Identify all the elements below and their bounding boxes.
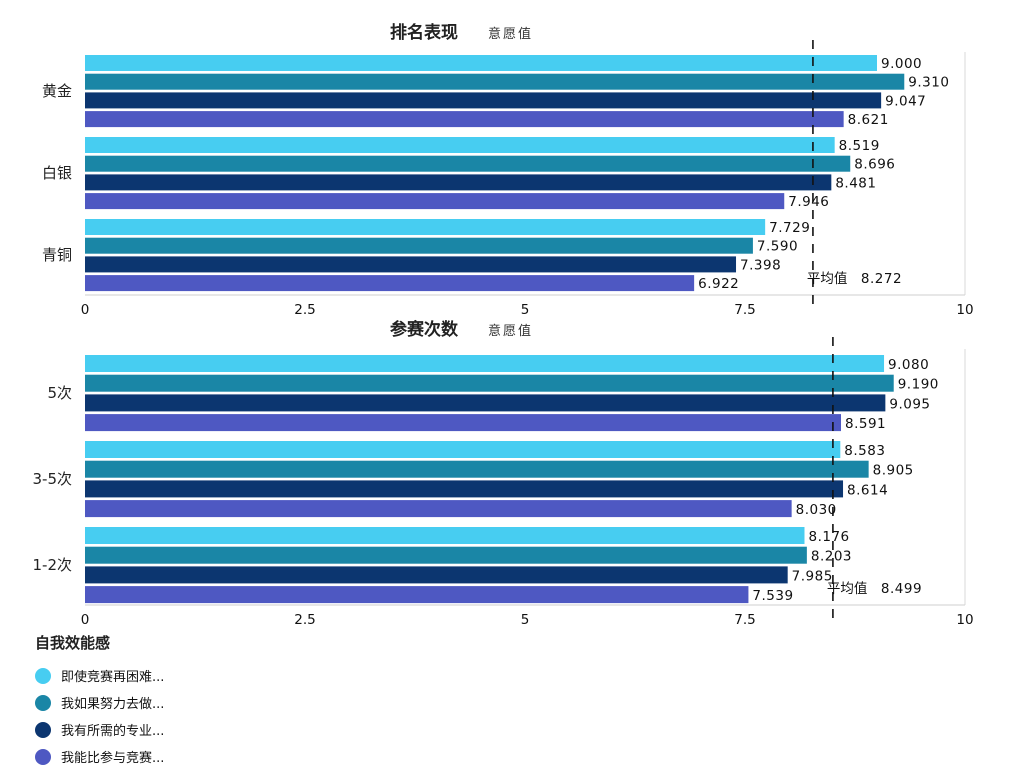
chart-subtitle: 意愿值 [488,26,533,42]
average-value: 8.499 [881,581,922,597]
bar[interactable] [85,500,792,518]
legend-dot-icon [35,721,51,738]
legend-label: 我有所需的专业... [61,724,165,739]
data-label: 8.696 [854,157,895,173]
legend-title: 自我效能感 [35,634,111,652]
bar[interactable] [85,527,805,544]
data-label: 8.030 [796,502,837,518]
bar[interactable] [85,174,832,191]
bar[interactable] [85,111,844,128]
average-value: 8.272 [861,271,902,287]
bar[interactable] [85,414,842,432]
legend-item[interactable]: 我如果努力去做... [35,689,164,716]
bar[interactable] [85,219,766,235]
category-label: 白银 [42,164,72,182]
x-tick-label: 2.5 [294,302,315,318]
legend-dot-icon [35,667,51,684]
legend-label: 即使竞赛再困难... [61,670,165,685]
x-tick-label: 7.5 [734,612,755,628]
bar[interactable] [85,55,877,71]
bar[interactable] [85,237,753,254]
data-label: 7.946 [788,194,829,210]
data-label: 8.614 [847,482,888,498]
x-tick-label: 5 [521,612,530,628]
charts-canvas: 排名表现 意愿值黄金白银青铜9.0008.5197.7299.3108.6967.… [33,22,974,628]
data-label: 8.621 [848,112,889,128]
data-label: 8.905 [873,463,914,479]
bar[interactable] [85,586,749,604]
x-tick-label: 0 [81,612,90,628]
bar[interactable] [85,155,851,172]
average-label: 平均值 [827,581,868,597]
chart-panel: 参赛次数 意愿值 5次 3-5次 1-2次 9.080 8.583 8.176 9.190 8.9… [33,319,974,628]
x-tick-label: 10 [956,612,973,628]
category-label: 5次 [47,384,72,402]
data-label: 7.398 [740,257,781,273]
data-label: 7.729 [769,220,810,236]
bar[interactable] [85,460,869,478]
x-tick-label: 2.5 [294,612,315,628]
average-label: 平均值 [807,271,848,287]
x-tick-label: 10 [956,302,973,318]
chart-title: 参赛次数 [390,319,459,340]
x-tick-label: 0 [81,302,90,318]
bar[interactable] [85,92,882,109]
chart-subtitle: 意愿值 [488,323,533,339]
data-label: 7.985 [792,568,833,584]
bar[interactable] [85,441,841,458]
data-label: 6.922 [698,276,739,292]
legend-label: 我能比参与竞赛... [61,751,165,766]
data-label: 7.590 [757,239,798,255]
bar[interactable] [85,355,885,372]
data-label: 9.080 [888,357,929,373]
bar[interactable] [85,193,785,210]
category-label: 黄金 [42,82,72,100]
bar[interactable] [85,546,807,564]
data-label: 8.583 [844,443,885,459]
legend: 自我效能感 即使竞赛再困难... 我如果努力去做... 我有所需的专业... 我… [35,632,164,770]
data-label: 8.176 [808,529,849,545]
category-label: 3-5次 [33,470,73,488]
legend-dot-icon [35,694,51,711]
category-label: 1-2次 [33,556,73,574]
data-label: 8.481 [835,175,876,191]
legend-dot-icon [35,748,51,765]
data-label: 9.047 [885,93,926,109]
legend-item[interactable]: 即使竞赛再困难... [35,662,164,689]
category-label: 青铜 [42,246,72,264]
data-label: 9.000 [881,56,922,72]
bar[interactable] [85,566,788,584]
legend-item[interactable]: 我有所需的专业... [35,716,164,743]
data-label: 9.190 [898,377,939,393]
legend-item[interactable]: 我能比参与竞赛... [35,743,164,770]
bar[interactable] [85,394,886,412]
data-label: 8.591 [845,416,886,432]
bar[interactable] [85,73,905,90]
bar[interactable] [85,275,695,292]
legend-label: 我如果努力去做... [61,697,165,712]
data-label: 9.310 [908,75,949,91]
bar[interactable] [85,374,894,392]
bar[interactable] [85,137,835,153]
data-label: 9.095 [889,396,930,412]
chart-title: 排名表现 [390,22,458,43]
data-label: 7.539 [752,588,793,604]
bar[interactable] [85,480,844,498]
data-label: 8.519 [839,138,880,154]
x-tick-label: 7.5 [734,302,755,318]
x-tick-label: 5 [521,302,530,318]
data-label: 8.203 [811,549,852,565]
bar[interactable] [85,256,737,273]
